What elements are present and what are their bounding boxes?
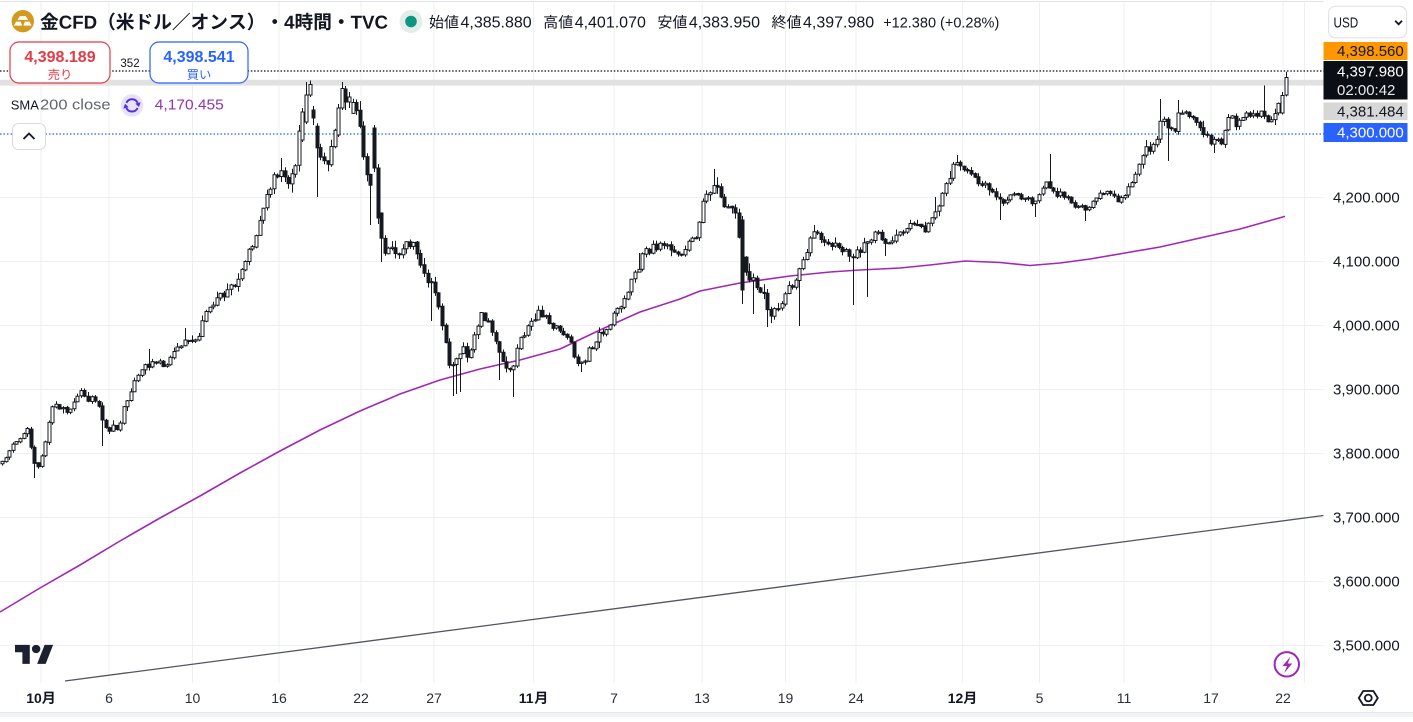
svg-text:02:00:42: 02:00:42 <box>1337 82 1395 99</box>
svg-text:22: 22 <box>353 690 369 706</box>
svg-text:22: 22 <box>1275 690 1291 706</box>
svg-text:11: 11 <box>519 690 534 706</box>
svg-text:24: 24 <box>848 690 864 706</box>
svg-text:4,300.000: 4,300.000 <box>1337 125 1404 142</box>
svg-text:3,500.000: 3,500.000 <box>1333 637 1400 654</box>
svg-text:4,401.070: 4,401.070 <box>575 15 646 32</box>
svg-text:10: 10 <box>26 690 42 706</box>
svg-text:4,170.455: 4,170.455 <box>155 96 224 113</box>
svg-text:10: 10 <box>185 690 201 706</box>
svg-text:5: 5 <box>1036 690 1044 706</box>
svg-text:4,000.000: 4,000.000 <box>1333 317 1400 334</box>
svg-text:4,398.541: 4,398.541 <box>163 49 234 66</box>
svg-text:352: 352 <box>120 58 139 70</box>
svg-text:4,200.000: 4,200.000 <box>1333 189 1400 206</box>
svg-text:3,800.000: 3,800.000 <box>1333 445 1400 462</box>
svg-text:4,398.189: 4,398.189 <box>24 49 95 66</box>
svg-text:16: 16 <box>271 690 287 706</box>
svg-text:4,383.950: 4,383.950 <box>689 15 760 32</box>
svg-text:+12.380 (+0.28%): +12.380 (+0.28%) <box>883 16 999 32</box>
svg-text:3,700.000: 3,700.000 <box>1333 509 1400 526</box>
svg-text:4,398.560: 4,398.560 <box>1337 43 1404 60</box>
svg-text:4,100.000: 4,100.000 <box>1333 253 1400 270</box>
svg-text:19: 19 <box>778 690 794 706</box>
svg-text:USD: USD <box>1334 16 1359 32</box>
svg-text:11: 11 <box>1117 690 1132 706</box>
svg-text:200 close: 200 close <box>40 97 111 113</box>
svg-text:12: 12 <box>948 690 964 706</box>
svg-text:3,900.000: 3,900.000 <box>1333 381 1400 398</box>
svg-text:17: 17 <box>1203 690 1219 706</box>
svg-text:4,397.980: 4,397.980 <box>1337 64 1404 81</box>
svg-text:27: 27 <box>426 690 442 706</box>
svg-text:4,385.880: 4,385.880 <box>461 15 532 32</box>
svg-text:4,397.980: 4,397.980 <box>803 15 874 32</box>
svg-text:6: 6 <box>105 690 113 706</box>
svg-text:3,600.000: 3,600.000 <box>1333 573 1400 590</box>
svg-text:SMA: SMA <box>11 97 40 112</box>
svg-text:7: 7 <box>610 690 618 706</box>
svg-text:13: 13 <box>694 690 710 706</box>
svg-text:4,381.484: 4,381.484 <box>1337 103 1404 120</box>
